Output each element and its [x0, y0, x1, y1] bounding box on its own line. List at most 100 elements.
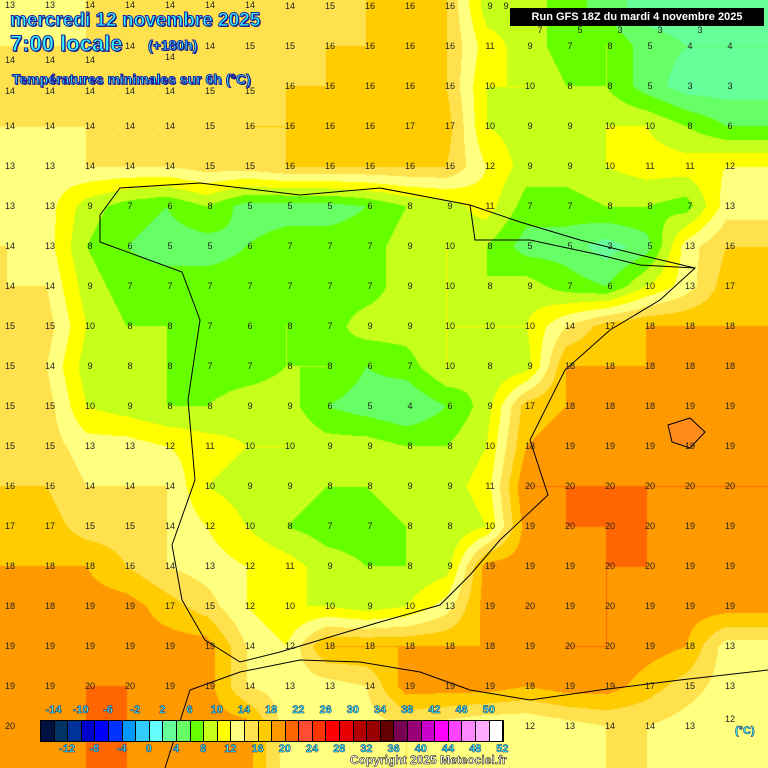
- grid-value: 9: [327, 561, 333, 571]
- grid-value: 17: [404, 121, 416, 131]
- legend-swatch: [272, 721, 286, 741]
- grid-value: 19: [164, 681, 176, 691]
- grid-value: 16: [124, 561, 136, 571]
- grid-value: 15: [44, 401, 56, 411]
- grid-value: 13: [724, 681, 736, 691]
- pyrenees-border: [469, 204, 696, 269]
- grid-value: 15: [4, 321, 16, 331]
- legend-tick-label: -4: [116, 743, 127, 756]
- grid-value: 14: [44, 361, 56, 371]
- grid-value: 16: [44, 481, 56, 491]
- legend-tick-label: -10: [72, 704, 89, 717]
- grid-value: 10: [484, 321, 496, 331]
- grid-value: 9: [367, 321, 373, 331]
- grid-value: 8: [207, 201, 213, 211]
- parameter-title: Températures minimales sur 6h (°C): [12, 71, 252, 87]
- grid-value: 20: [684, 481, 696, 491]
- grid-value: 15: [284, 41, 296, 51]
- grid-value: 16: [324, 161, 336, 171]
- legend-tick-label: 20: [278, 743, 291, 756]
- legend-swatch: [489, 721, 504, 741]
- grid-value: 6: [167, 201, 173, 211]
- legend-swatch: [217, 721, 232, 741]
- legend-tick-label: 38: [401, 704, 414, 717]
- grid-value: 14: [164, 121, 176, 131]
- legend-tick-label: 8: [200, 743, 207, 756]
- legend-swatch: [163, 721, 177, 741]
- legend-tick-label: 46: [455, 704, 468, 717]
- grid-value: 9: [247, 481, 253, 491]
- grid-value: 8: [287, 361, 293, 371]
- grid-value: 6: [327, 401, 333, 411]
- grid-value: 16: [4, 481, 16, 491]
- grid-value: 19: [204, 641, 216, 651]
- grid-value: 18: [404, 641, 416, 651]
- legend-swatch: [448, 721, 463, 741]
- grid-value: 14: [44, 121, 56, 131]
- grid-value: 19: [124, 641, 136, 651]
- grid-value: 19: [44, 641, 56, 651]
- grid-value: 13: [724, 641, 736, 651]
- grid-value: 14: [84, 86, 96, 96]
- grid-value: 19: [604, 441, 616, 451]
- grid-value: 5: [527, 241, 533, 251]
- grid-value: 9: [487, 401, 493, 411]
- grid-value: 9: [407, 281, 413, 291]
- grid-value: 16: [404, 161, 416, 171]
- legend-swatch: [353, 721, 368, 741]
- grid-value: 9: [287, 401, 293, 411]
- legend-tick-label: 30: [346, 704, 359, 717]
- grid-value: 11: [205, 441, 215, 451]
- grid-value: 19: [684, 521, 696, 531]
- grid-value: 8: [447, 521, 453, 531]
- grid-value: 18: [724, 321, 736, 331]
- grid-value: 11: [485, 201, 495, 211]
- grid-value: 14: [4, 86, 16, 96]
- grid-value: 12: [244, 561, 256, 571]
- grid-value: 15: [684, 681, 696, 691]
- grid-value: 18: [684, 321, 696, 331]
- grid-value: 14: [564, 321, 576, 331]
- grid-value: 14: [164, 52, 176, 62]
- grid-value: 17: [524, 401, 536, 411]
- forecast-time: 7:00 locale: [10, 31, 124, 56]
- grid-value: 7: [327, 281, 333, 291]
- legend-tick-label: -2: [130, 704, 141, 717]
- grid-value: 18: [444, 641, 456, 651]
- grid-value: 3: [607, 241, 613, 251]
- grid-value: 18: [684, 641, 696, 651]
- north-africa-coastline: [164, 659, 768, 768]
- grid-value: 19: [644, 441, 656, 451]
- legend-swatch: [476, 721, 490, 741]
- grid-value: 16: [444, 161, 456, 171]
- grid-value: 8: [607, 81, 613, 91]
- grid-value: 8: [167, 321, 173, 331]
- grid-value: 10: [644, 281, 656, 291]
- grid-value: 19: [724, 401, 736, 411]
- grid-value: 18: [644, 361, 656, 371]
- legend-swatch: [244, 721, 259, 741]
- grid-value: 5: [287, 201, 293, 211]
- grid-value: 16: [324, 81, 336, 91]
- legend-tick-label: 2: [159, 704, 166, 717]
- grid-value: 3: [697, 25, 703, 35]
- grid-value: 16: [284, 81, 296, 91]
- grid-value: 9: [447, 481, 453, 491]
- grid-value: 11: [685, 161, 695, 171]
- grid-value: 15: [4, 441, 16, 451]
- grid-value: 5: [647, 41, 653, 51]
- grid-value: 19: [4, 641, 16, 651]
- grid-value: 20: [564, 521, 576, 531]
- grid-value: 11: [285, 561, 295, 571]
- grid-value: 15: [204, 86, 216, 96]
- grid-value: 9: [527, 41, 533, 51]
- grid-value: 10: [484, 441, 496, 451]
- grid-value: 9: [407, 321, 413, 331]
- legend-tick-label: 42: [428, 704, 441, 717]
- grid-value: 8: [687, 121, 693, 131]
- legend-tick-label: 10: [210, 704, 223, 717]
- grid-value: 7: [537, 25, 543, 35]
- grid-value: 14: [84, 161, 96, 171]
- legend-tick-label: -6: [103, 704, 113, 717]
- grid-value: 6: [447, 401, 453, 411]
